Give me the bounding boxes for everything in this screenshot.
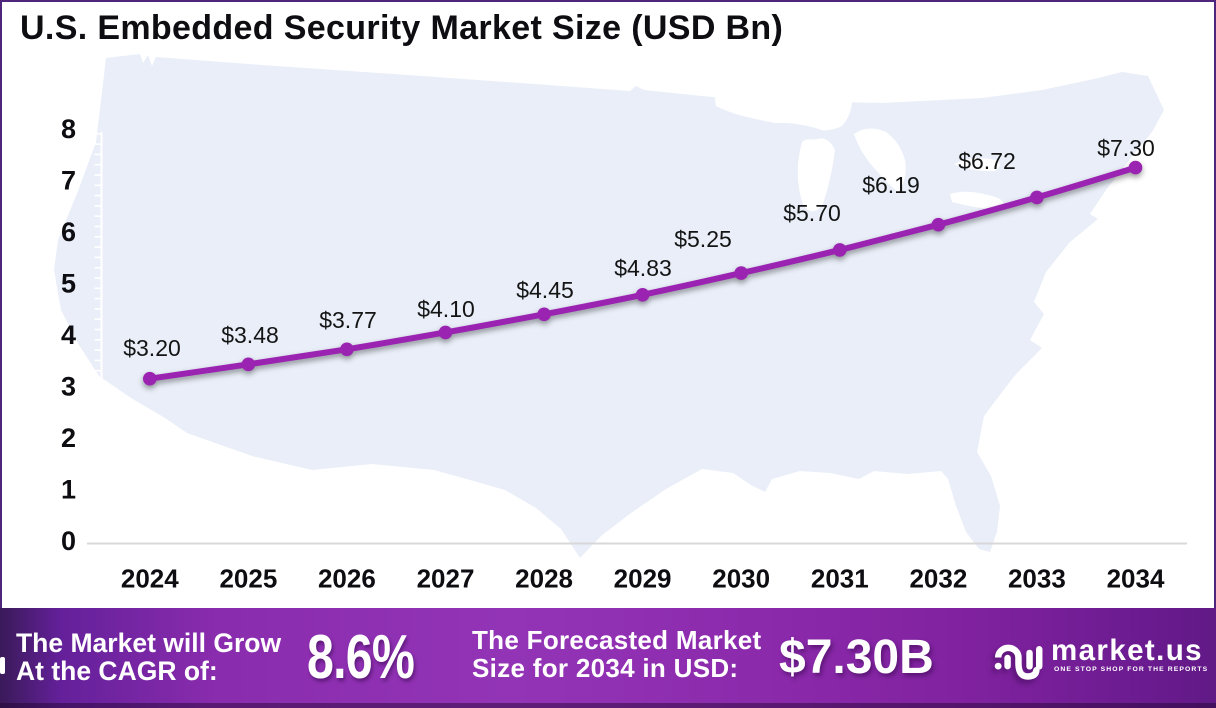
- svg-text:5: 5: [61, 269, 76, 299]
- svg-text:2: 2: [61, 423, 76, 453]
- svg-text:$3.20: $3.20: [123, 335, 181, 361]
- svg-text:8: 8: [61, 114, 76, 144]
- svg-text:$4.10: $4.10: [417, 296, 475, 322]
- svg-text:6: 6: [61, 217, 76, 247]
- svg-text:$7.30: $7.30: [1097, 135, 1155, 161]
- svg-text:2026: 2026: [318, 564, 376, 594]
- svg-text:$4.83: $4.83: [614, 255, 672, 281]
- svg-text:2025: 2025: [219, 564, 277, 594]
- svg-text:1: 1: [61, 475, 76, 505]
- svg-text:2032: 2032: [909, 564, 967, 594]
- svg-text:$6.72: $6.72: [958, 148, 1016, 174]
- svg-text:3: 3: [61, 372, 76, 402]
- svg-text:2033: 2033: [1008, 564, 1066, 594]
- svg-text:2027: 2027: [417, 564, 475, 594]
- svg-text:2031: 2031: [811, 564, 869, 594]
- svg-text:4: 4: [61, 320, 76, 350]
- svg-text:$3.48: $3.48: [221, 322, 279, 348]
- svg-text:7: 7: [61, 166, 76, 196]
- svg-text:2024: 2024: [121, 564, 179, 594]
- svg-text:2029: 2029: [614, 564, 672, 594]
- svg-text:2030: 2030: [712, 564, 770, 594]
- svg-text:0: 0: [61, 526, 76, 556]
- svg-text:2028: 2028: [515, 564, 573, 594]
- svg-text:$5.70: $5.70: [783, 200, 841, 226]
- svg-text:2034: 2034: [1107, 564, 1165, 594]
- svg-text:$5.25: $5.25: [674, 226, 732, 252]
- svg-text:$6.19: $6.19: [862, 172, 920, 198]
- svg-text:$3.77: $3.77: [319, 307, 377, 333]
- svg-text:$4.45: $4.45: [516, 277, 574, 303]
